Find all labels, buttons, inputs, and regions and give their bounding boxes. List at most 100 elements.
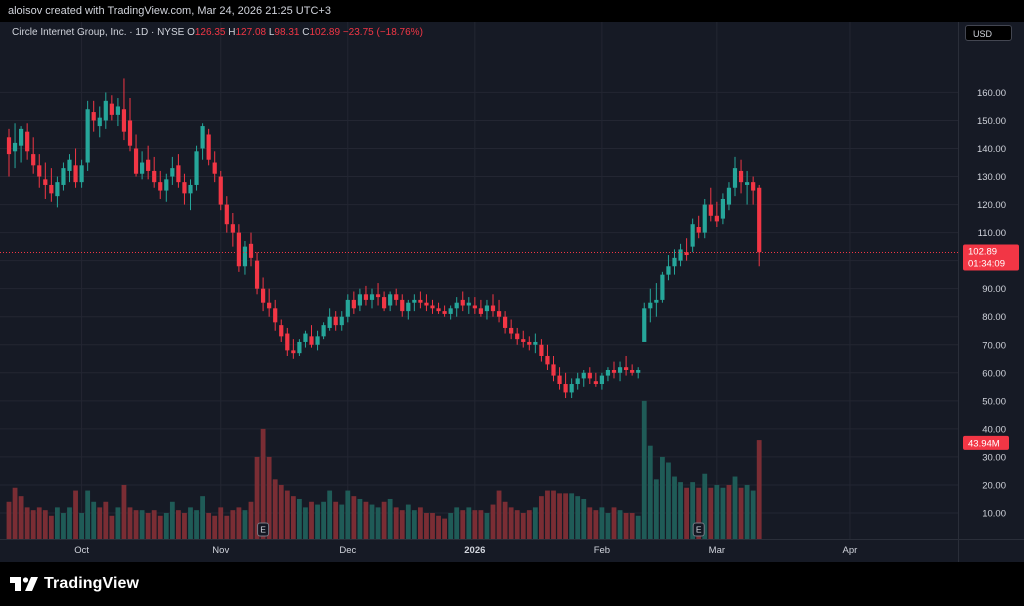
volume-bar: [605, 512, 611, 539]
volume-bar: [297, 498, 302, 539]
price-axis[interactable]: 160.00150.00140.00130.00120.00110.00100.…: [958, 22, 1007, 562]
volume-bar: [91, 501, 97, 539]
candle-body: [521, 339, 526, 342]
candle-body: [496, 311, 502, 317]
volume-bar: [750, 490, 756, 539]
candle-body: [484, 305, 490, 312]
volume-bar: [448, 512, 454, 539]
volume-bar: [387, 498, 393, 539]
volume-bar: [121, 484, 127, 539]
time-tick-label: Nov: [212, 545, 229, 556]
candle-body: [345, 299, 350, 317]
candle-body: [605, 369, 611, 376]
volume-bar: [430, 512, 435, 539]
volume-bar: [103, 501, 109, 539]
candle-body: [273, 308, 278, 323]
candle-body: [49, 184, 54, 194]
volume-bar: [617, 510, 623, 539]
time-tick-label: Dec: [339, 545, 356, 556]
candle-body: [472, 305, 477, 309]
volume-bar: [176, 510, 181, 539]
volume-bar: [327, 490, 333, 539]
candle-body: [164, 179, 169, 191]
volume-bar: [151, 510, 157, 539]
volume-bar: [200, 496, 205, 539]
volume-bar: [55, 507, 60, 539]
volume-bar: [726, 484, 732, 539]
candle-body: [188, 184, 193, 194]
candle-body: [720, 198, 725, 219]
candle-body: [436, 308, 441, 312]
volume-bar: [30, 510, 36, 539]
volume-bar: [357, 498, 363, 539]
volume-bar: [756, 440, 762, 539]
price-tick-label: 60.00: [982, 368, 1006, 379]
candle-body: [624, 367, 629, 370]
volume-bar: [260, 428, 266, 539]
chart-panel[interactable]: [0, 22, 1024, 562]
candle-body: [527, 341, 532, 345]
candle-body: [291, 350, 296, 354]
last-price-tag-countdown: 01:34:09: [968, 259, 1005, 270]
candle-body: [315, 336, 320, 345]
candle-body: [67, 159, 72, 171]
volume-bar: [48, 515, 54, 539]
candle-body: [406, 302, 411, 312]
open-label: O: [187, 27, 195, 38]
tradingview-logo[interactable]: TradingView: [10, 573, 139, 595]
candle-body: [545, 355, 550, 365]
candle-body: [738, 170, 744, 183]
candle-body: [248, 243, 254, 258]
currency-button[interactable]: USD: [965, 25, 1012, 41]
candlestick-chart[interactable]: 160.00150.00140.00130.00120.00110.00100.…: [0, 22, 1024, 562]
candle-body: [73, 165, 78, 183]
candle-body: [369, 294, 375, 300]
candle-body: [581, 372, 586, 379]
candle-body: [170, 168, 175, 177]
volume-tag-box: [963, 435, 1009, 450]
volume-bar: [514, 510, 520, 539]
grid-lines: [0, 22, 958, 539]
volume-bar: [490, 504, 496, 539]
volume-bar: [97, 507, 103, 539]
candle-body: [12, 142, 18, 152]
volume-bar: [460, 510, 466, 539]
volume-bar: [484, 512, 490, 539]
earnings-marker: E: [257, 522, 270, 537]
candle-body: [127, 120, 133, 146]
volume-bar: [563, 493, 568, 539]
earnings-marker-label: E: [260, 525, 266, 535]
candle-body: [388, 294, 393, 306]
volume-bar: [418, 507, 423, 539]
change-value: −23.75 (−18.76%): [342, 27, 423, 38]
candle-body: [533, 341, 538, 345]
price-tick-label: 80.00: [982, 312, 1006, 323]
volume-bar: [575, 496, 581, 539]
candle-body: [394, 294, 399, 300]
volume-bar: [248, 501, 254, 539]
candle-body: [660, 274, 665, 300]
volume-bar: [79, 512, 84, 539]
candle-body: [490, 305, 496, 312]
earnings-marker: E: [692, 522, 705, 537]
candle-body: [242, 246, 248, 267]
candle-body: [708, 204, 713, 216]
candle-body: [303, 333, 308, 342]
volume-bar: [73, 490, 78, 539]
earnings-marker-box: [692, 522, 705, 537]
candle-body: [140, 162, 145, 174]
volume-bar: [206, 512, 212, 539]
volume-bar: [587, 507, 593, 539]
time-axis[interactable]: Oct Nov Dec 2026 Feb Mar Apr: [0, 539, 1024, 557]
volume-bar: [545, 490, 550, 539]
volume-bar: [139, 510, 145, 539]
high-label: H: [228, 27, 236, 38]
volume-bar: [732, 476, 738, 539]
candle-body: [182, 182, 187, 194]
candle-body: [599, 375, 604, 385]
candle-body: [327, 316, 332, 328]
price-tick-label: 70.00: [982, 340, 1006, 351]
chart-credit: aloisov created with TradingView.com, Ma…: [8, 5, 331, 17]
candle-body: [557, 375, 562, 385]
candle-body: [454, 302, 459, 309]
